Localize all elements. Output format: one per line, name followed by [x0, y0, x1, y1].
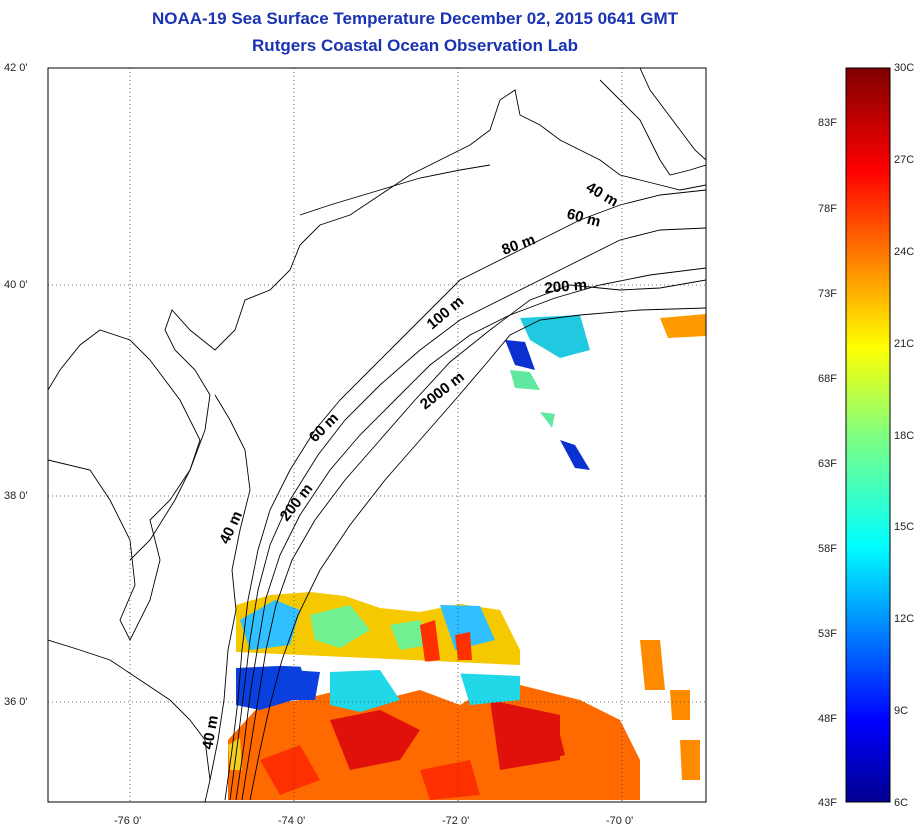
map-subtitle: Rutgers Coastal Ocean Observation Lab — [252, 36, 578, 55]
colorbar-f-label: 68F — [818, 373, 837, 385]
sst-warm-region — [228, 680, 640, 800]
lat-label-40: 40 0' — [4, 279, 28, 291]
sst-hot-patch-2 — [260, 745, 480, 800]
colorbar-c-label: 18C — [894, 430, 915, 442]
sst-data-gap — [236, 652, 520, 676]
sst-east-patch — [640, 640, 700, 780]
sst-ne-green — [510, 370, 555, 428]
colorbar-f-label: 48F — [818, 713, 837, 725]
lat-label-36: 36 0' — [4, 696, 28, 708]
lon-label-74: -74 0' — [278, 815, 306, 827]
colorbar-c-label: 21C — [894, 338, 915, 350]
colorbar-c-label: 30C — [894, 62, 915, 74]
colorbar-f-label: 53F — [818, 628, 837, 640]
colorbar — [845, 67, 891, 803]
sst-yellow-speck — [228, 738, 242, 770]
sst-cyan-patch — [330, 670, 520, 712]
sst-ne-patch — [660, 314, 706, 338]
colorbar-c-label: 27C — [894, 154, 915, 166]
isobath-80m — [235, 267, 706, 801]
lon-label-70: -70 0' — [606, 815, 634, 827]
isobath-60m — [229, 227, 706, 801]
colorbar-f-label: 58F — [818, 543, 837, 555]
isobath-40m — [224, 189, 706, 801]
coastline-long-island — [299, 164, 491, 216]
colorbar-f-label: 78F — [818, 203, 837, 215]
isobath-label: 200 m — [277, 480, 317, 524]
isobath-label: 40 m — [583, 179, 621, 211]
sst-cold-patch — [236, 665, 320, 710]
colorbar-f-label: 63F — [818, 458, 837, 470]
sst-red-streak — [420, 620, 472, 662]
lat-label-38: 38 0' — [4, 490, 28, 502]
lon-label-72: -72 0' — [442, 815, 470, 827]
colorbar-f-label: 83F — [818, 117, 837, 129]
lon-label-76: -76 0' — [114, 815, 142, 827]
graticule — [48, 68, 706, 802]
map-frame — [47, 67, 707, 803]
isobath-label: 60 m — [565, 205, 602, 230]
sst-ne-blue — [505, 340, 590, 470]
colorbar-c-label: 15C — [894, 521, 915, 533]
sst-data-layer — [228, 314, 706, 800]
coastline — [48, 89, 706, 642]
sst-green-patch — [310, 605, 430, 650]
coastline-chesapeake — [48, 329, 201, 561]
colorbar-c-label: 24C — [894, 246, 915, 258]
coastline-layer — [48, 68, 706, 802]
coastline-ne-detail — [599, 68, 706, 176]
map-title: NOAA-19 Sea Surface Temperature December… — [152, 9, 678, 28]
colorbar-f-label: 43F — [818, 797, 837, 809]
sst-ne-cool — [520, 315, 590, 358]
colorbar-c-label: 6C — [894, 797, 909, 809]
sst-hot-patch — [330, 700, 565, 770]
isobath-label: 100 m — [424, 293, 468, 333]
isobath-label: 40 m — [216, 509, 246, 547]
isobath-label: 200 m — [544, 276, 588, 297]
isobath-label: 80 m — [500, 231, 538, 259]
colorbar-f-label: 73F — [818, 288, 837, 300]
colorbar-c-label: 9C — [894, 705, 909, 717]
isobath-2000m — [249, 307, 706, 801]
coastline-delmarva — [204, 394, 251, 802]
lat-label-42: 42 0' — [4, 62, 28, 74]
isobath-label: 40 m — [199, 714, 222, 751]
isobath-200m — [241, 279, 706, 801]
colorbar-c-label: 12C — [894, 613, 915, 625]
isobath-label: 2000 m — [417, 368, 468, 413]
coastline-nc — [48, 639, 211, 781]
isobath-label: 60 m — [306, 410, 342, 446]
